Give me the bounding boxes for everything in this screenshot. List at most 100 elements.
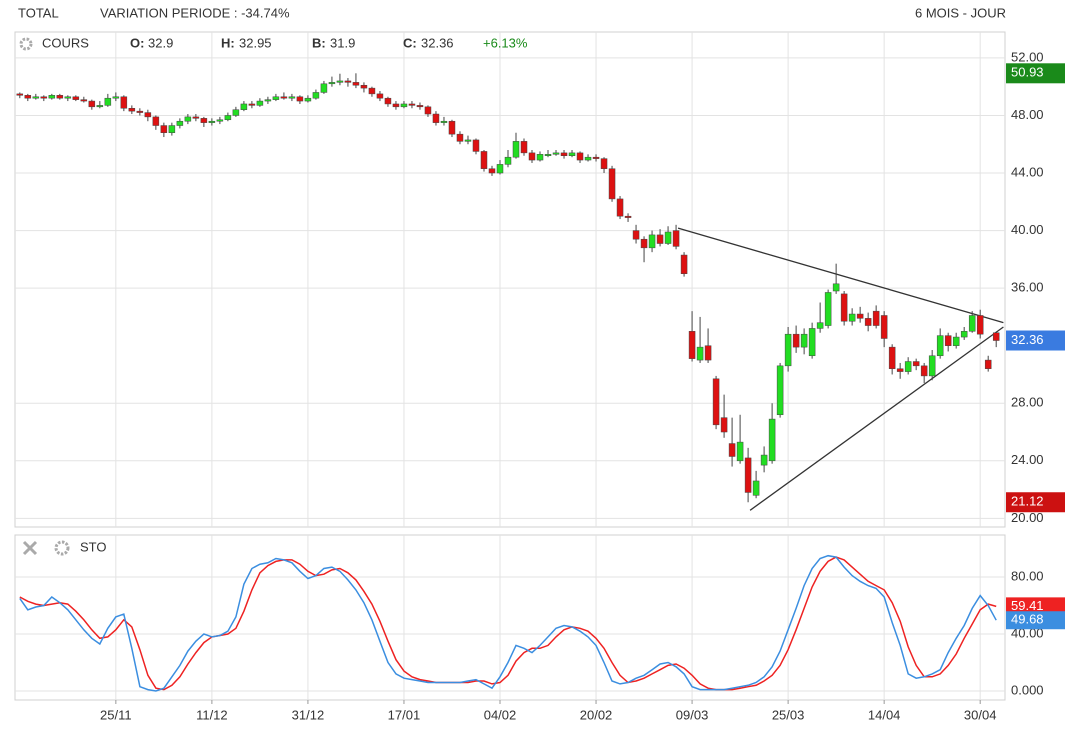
candle-body: [104, 97, 112, 106]
candle-body: [608, 168, 616, 200]
candle-body: [304, 97, 312, 102]
candle-body: [392, 103, 400, 108]
candle-body: [920, 365, 928, 377]
candle-body: [248, 103, 256, 106]
value-label: 49.68: [1011, 612, 1044, 627]
candle-body: [896, 368, 904, 372]
candle-body: [16, 93, 24, 96]
candle-body: [704, 345, 712, 361]
candle-body: [184, 116, 192, 122]
y-tick-label: 20.00: [1011, 510, 1044, 525]
trendline: [749, 326, 1004, 511]
stochastic-line: [19, 556, 997, 691]
candle-body: [984, 359, 992, 369]
candle-body: [856, 313, 864, 319]
price-change: +6.13%: [483, 35, 528, 50]
candle-body: [336, 80, 344, 83]
candle-body: [744, 457, 752, 493]
candle-body: [496, 164, 504, 174]
candle-body: [224, 115, 232, 121]
candle-body: [488, 168, 496, 174]
x-tick-label: 30/04: [964, 707, 997, 722]
candle-body: [736, 441, 744, 462]
value-label: 59.41: [1011, 598, 1044, 613]
candle-body: [112, 96, 120, 99]
close-icon[interactable]: [22, 540, 38, 556]
indicator-panel: [14, 534, 1006, 701]
legend-label: H:: [221, 35, 235, 50]
candle-body: [808, 328, 816, 357]
x-tick-label: 20/02: [580, 707, 613, 722]
candle-body: [784, 333, 792, 367]
candle-body: [24, 95, 32, 99]
candle-body: [480, 151, 488, 169]
candle-body: [776, 365, 784, 416]
y-tick-label: 80.00: [1011, 568, 1044, 583]
x-tick-label: 25/03: [772, 707, 805, 722]
x-tick-label: 04/02: [484, 707, 517, 722]
settings-icon[interactable]: [19, 37, 33, 51]
candle-body: [400, 103, 408, 108]
settings-icon[interactable]: [54, 540, 70, 556]
candle-body: [200, 118, 208, 123]
candle-body: [944, 335, 952, 346]
candle-body: [136, 110, 144, 113]
candle-body: [672, 230, 680, 247]
candle-body: [456, 133, 464, 142]
candle-body: [280, 96, 288, 99]
candle-body: [32, 96, 40, 99]
y-tick-label: 36.00: [1011, 280, 1044, 295]
candle-body: [752, 480, 760, 496]
candle-body: [864, 318, 872, 326]
candle-body: [472, 139, 480, 152]
y-tick-label: 40.00: [1011, 222, 1044, 237]
candle-body: [680, 254, 688, 274]
candle-body: [640, 238, 648, 249]
price-label-box: [1006, 63, 1065, 84]
candle-body: [424, 106, 432, 115]
legend-value: 31.9: [330, 35, 355, 50]
indicator-title: STO: [80, 539, 107, 554]
candle-body: [440, 120, 448, 123]
price-label: 21.12: [1011, 494, 1044, 509]
price-label-box: [1006, 330, 1065, 351]
x-tick-label: 14/04: [868, 707, 901, 722]
candle-body: [328, 82, 336, 85]
candle-body: [152, 116, 160, 126]
candle-body: [560, 152, 568, 156]
candle-body: [960, 331, 968, 338]
candle-body: [592, 156, 600, 159]
x-tick-label: 25/11: [100, 707, 132, 722]
candle-body: [144, 112, 152, 118]
candle-body: [64, 96, 72, 99]
candle-body: [216, 119, 224, 122]
legend-label: O:: [130, 35, 144, 50]
price-label: 32.36: [1011, 332, 1044, 347]
x-tick-label: 31/12: [292, 707, 325, 722]
candle-body: [928, 355, 936, 377]
candle-body: [520, 141, 528, 154]
candle-body: [416, 105, 424, 108]
candle-body: [56, 95, 64, 99]
candle-body: [696, 346, 704, 361]
stochastic-line: [19, 554, 997, 692]
candle-body: [48, 95, 56, 99]
candle-body: [352, 82, 360, 86]
candle-body: [848, 313, 856, 322]
period-selector[interactable]: 6 MOIS - JOUR: [915, 5, 1006, 20]
candle-body: [288, 96, 296, 99]
x-tick-label: 17/01: [388, 707, 421, 722]
candle-body: [208, 120, 216, 123]
candle-body: [232, 109, 240, 116]
candle-body: [320, 83, 328, 93]
candle-body: [344, 80, 352, 83]
candle-body: [872, 310, 880, 326]
candle-body: [712, 378, 720, 426]
price-label-box: [1006, 492, 1065, 513]
candle-body: [720, 417, 728, 433]
candle-body: [464, 139, 472, 142]
price-panel: [14, 31, 1006, 528]
legend-value: 32.36: [421, 35, 454, 50]
candle-body: [904, 361, 912, 372]
